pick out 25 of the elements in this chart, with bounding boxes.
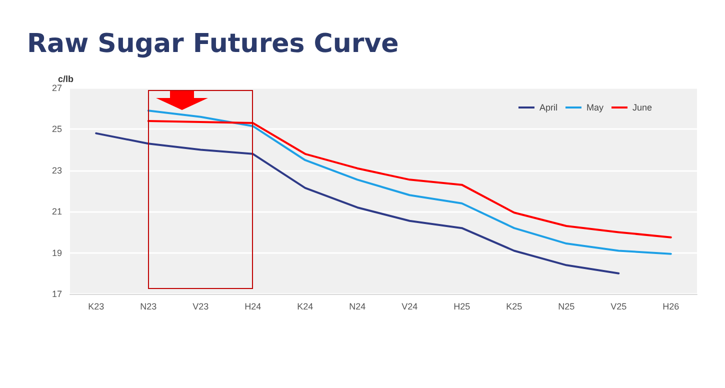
x-tick-label: K23 <box>88 302 104 312</box>
legend-label: May <box>586 102 604 112</box>
x-tick-label: K24 <box>297 302 314 312</box>
legend-label: April <box>539 102 558 112</box>
y-tick-label: 21 <box>52 206 62 217</box>
x-tick-label: K25 <box>506 302 522 312</box>
y-axis-title: c/lb <box>58 74 74 84</box>
y-tick-label: 25 <box>52 124 62 134</box>
y-tick-label: 19 <box>52 248 62 258</box>
line-series <box>95 132 620 274</box>
y-tick-label: 23 <box>52 165 62 176</box>
x-tick-label: V25 <box>610 302 627 312</box>
y-tick-label: 27 <box>52 83 62 93</box>
x-tick-label: H25 <box>454 302 470 312</box>
y-tick-label: 17 <box>52 289 62 299</box>
x-tick-label: N25 <box>558 302 575 312</box>
x-tick-label: N23 <box>140 302 157 312</box>
x-tick-label: N24 <box>349 302 366 312</box>
x-tick-label: V24 <box>402 302 418 312</box>
x-tick-label: H24 <box>244 302 262 312</box>
x-tick-label: H26 <box>662 302 680 312</box>
chart-title: Raw Sugar Futures Curve <box>27 29 399 59</box>
legend-label: June <box>632 102 652 112</box>
x-tick-label: V23 <box>192 302 209 312</box>
line-series <box>147 120 672 238</box>
